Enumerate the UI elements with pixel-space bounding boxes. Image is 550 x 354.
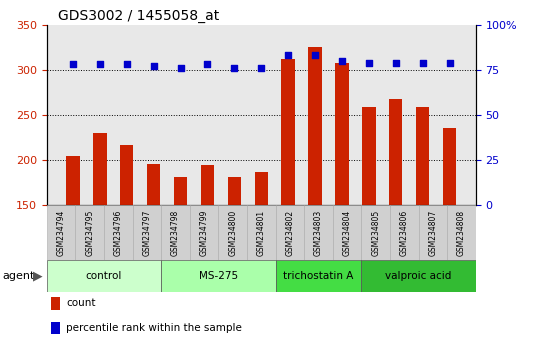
Point — [392, 60, 400, 65]
Bar — [304, 205, 333, 260]
Bar — [51, 321, 60, 335]
Text: GSM234803: GSM234803 — [314, 210, 323, 256]
Bar — [390, 205, 419, 260]
Point — [257, 65, 266, 71]
Bar — [335, 63, 349, 341]
Point — [69, 62, 78, 67]
Bar — [309, 47, 322, 341]
Bar — [247, 205, 276, 260]
Point — [365, 60, 373, 65]
Text: GSM234808: GSM234808 — [457, 210, 466, 256]
Bar — [201, 165, 214, 341]
Point — [203, 62, 212, 67]
Bar — [47, 260, 161, 292]
Bar — [161, 260, 276, 292]
Point — [445, 60, 454, 65]
Bar — [120, 145, 134, 341]
Bar — [66, 156, 80, 341]
Text: GSM234802: GSM234802 — [285, 210, 294, 256]
Bar — [174, 177, 188, 341]
Text: GDS3002 / 1455058_at: GDS3002 / 1455058_at — [58, 9, 219, 23]
Text: trichostatin A: trichostatin A — [283, 271, 354, 281]
Bar — [361, 260, 476, 292]
Text: GSM234799: GSM234799 — [200, 210, 208, 256]
Bar — [255, 172, 268, 341]
Point — [176, 65, 185, 71]
Text: GSM234800: GSM234800 — [228, 210, 237, 256]
Point — [284, 53, 293, 58]
Text: agent: agent — [3, 271, 35, 281]
Bar — [333, 205, 361, 260]
Bar — [104, 205, 133, 260]
Bar — [416, 107, 430, 341]
Bar — [228, 177, 241, 341]
Text: percentile rank within the sample: percentile rank within the sample — [66, 323, 242, 333]
Bar — [75, 205, 104, 260]
Text: GSM234796: GSM234796 — [114, 210, 123, 256]
Bar — [93, 133, 107, 341]
Bar — [133, 205, 161, 260]
Bar — [282, 59, 295, 341]
Text: count: count — [66, 298, 96, 308]
Point — [311, 53, 320, 58]
Point — [122, 62, 131, 67]
Bar — [447, 205, 476, 260]
Text: valproic acid: valproic acid — [386, 271, 452, 281]
Text: GSM234806: GSM234806 — [400, 210, 409, 256]
Text: GSM234794: GSM234794 — [57, 210, 65, 256]
Text: GSM234797: GSM234797 — [142, 210, 151, 256]
Point — [338, 58, 346, 64]
Point — [418, 60, 427, 65]
Text: GSM234795: GSM234795 — [85, 210, 94, 256]
Bar — [276, 205, 304, 260]
Bar — [190, 205, 218, 260]
Text: GSM234801: GSM234801 — [257, 210, 266, 256]
Point — [149, 63, 158, 69]
Bar — [419, 205, 447, 260]
Text: GSM234798: GSM234798 — [171, 210, 180, 256]
Bar — [161, 205, 190, 260]
Text: ▶: ▶ — [33, 270, 43, 282]
Bar — [362, 107, 376, 341]
Bar — [276, 260, 361, 292]
Bar — [47, 205, 75, 260]
Bar — [147, 164, 161, 341]
Text: control: control — [86, 271, 122, 281]
Bar — [361, 205, 390, 260]
Bar — [443, 128, 456, 341]
Bar — [218, 205, 247, 260]
Point — [230, 65, 239, 71]
Text: GSM234807: GSM234807 — [428, 210, 437, 256]
Text: GSM234804: GSM234804 — [343, 210, 351, 256]
Text: MS-275: MS-275 — [199, 271, 238, 281]
Text: GSM234805: GSM234805 — [371, 210, 380, 256]
Bar — [51, 297, 60, 309]
Bar — [389, 99, 403, 341]
Point — [96, 62, 104, 67]
